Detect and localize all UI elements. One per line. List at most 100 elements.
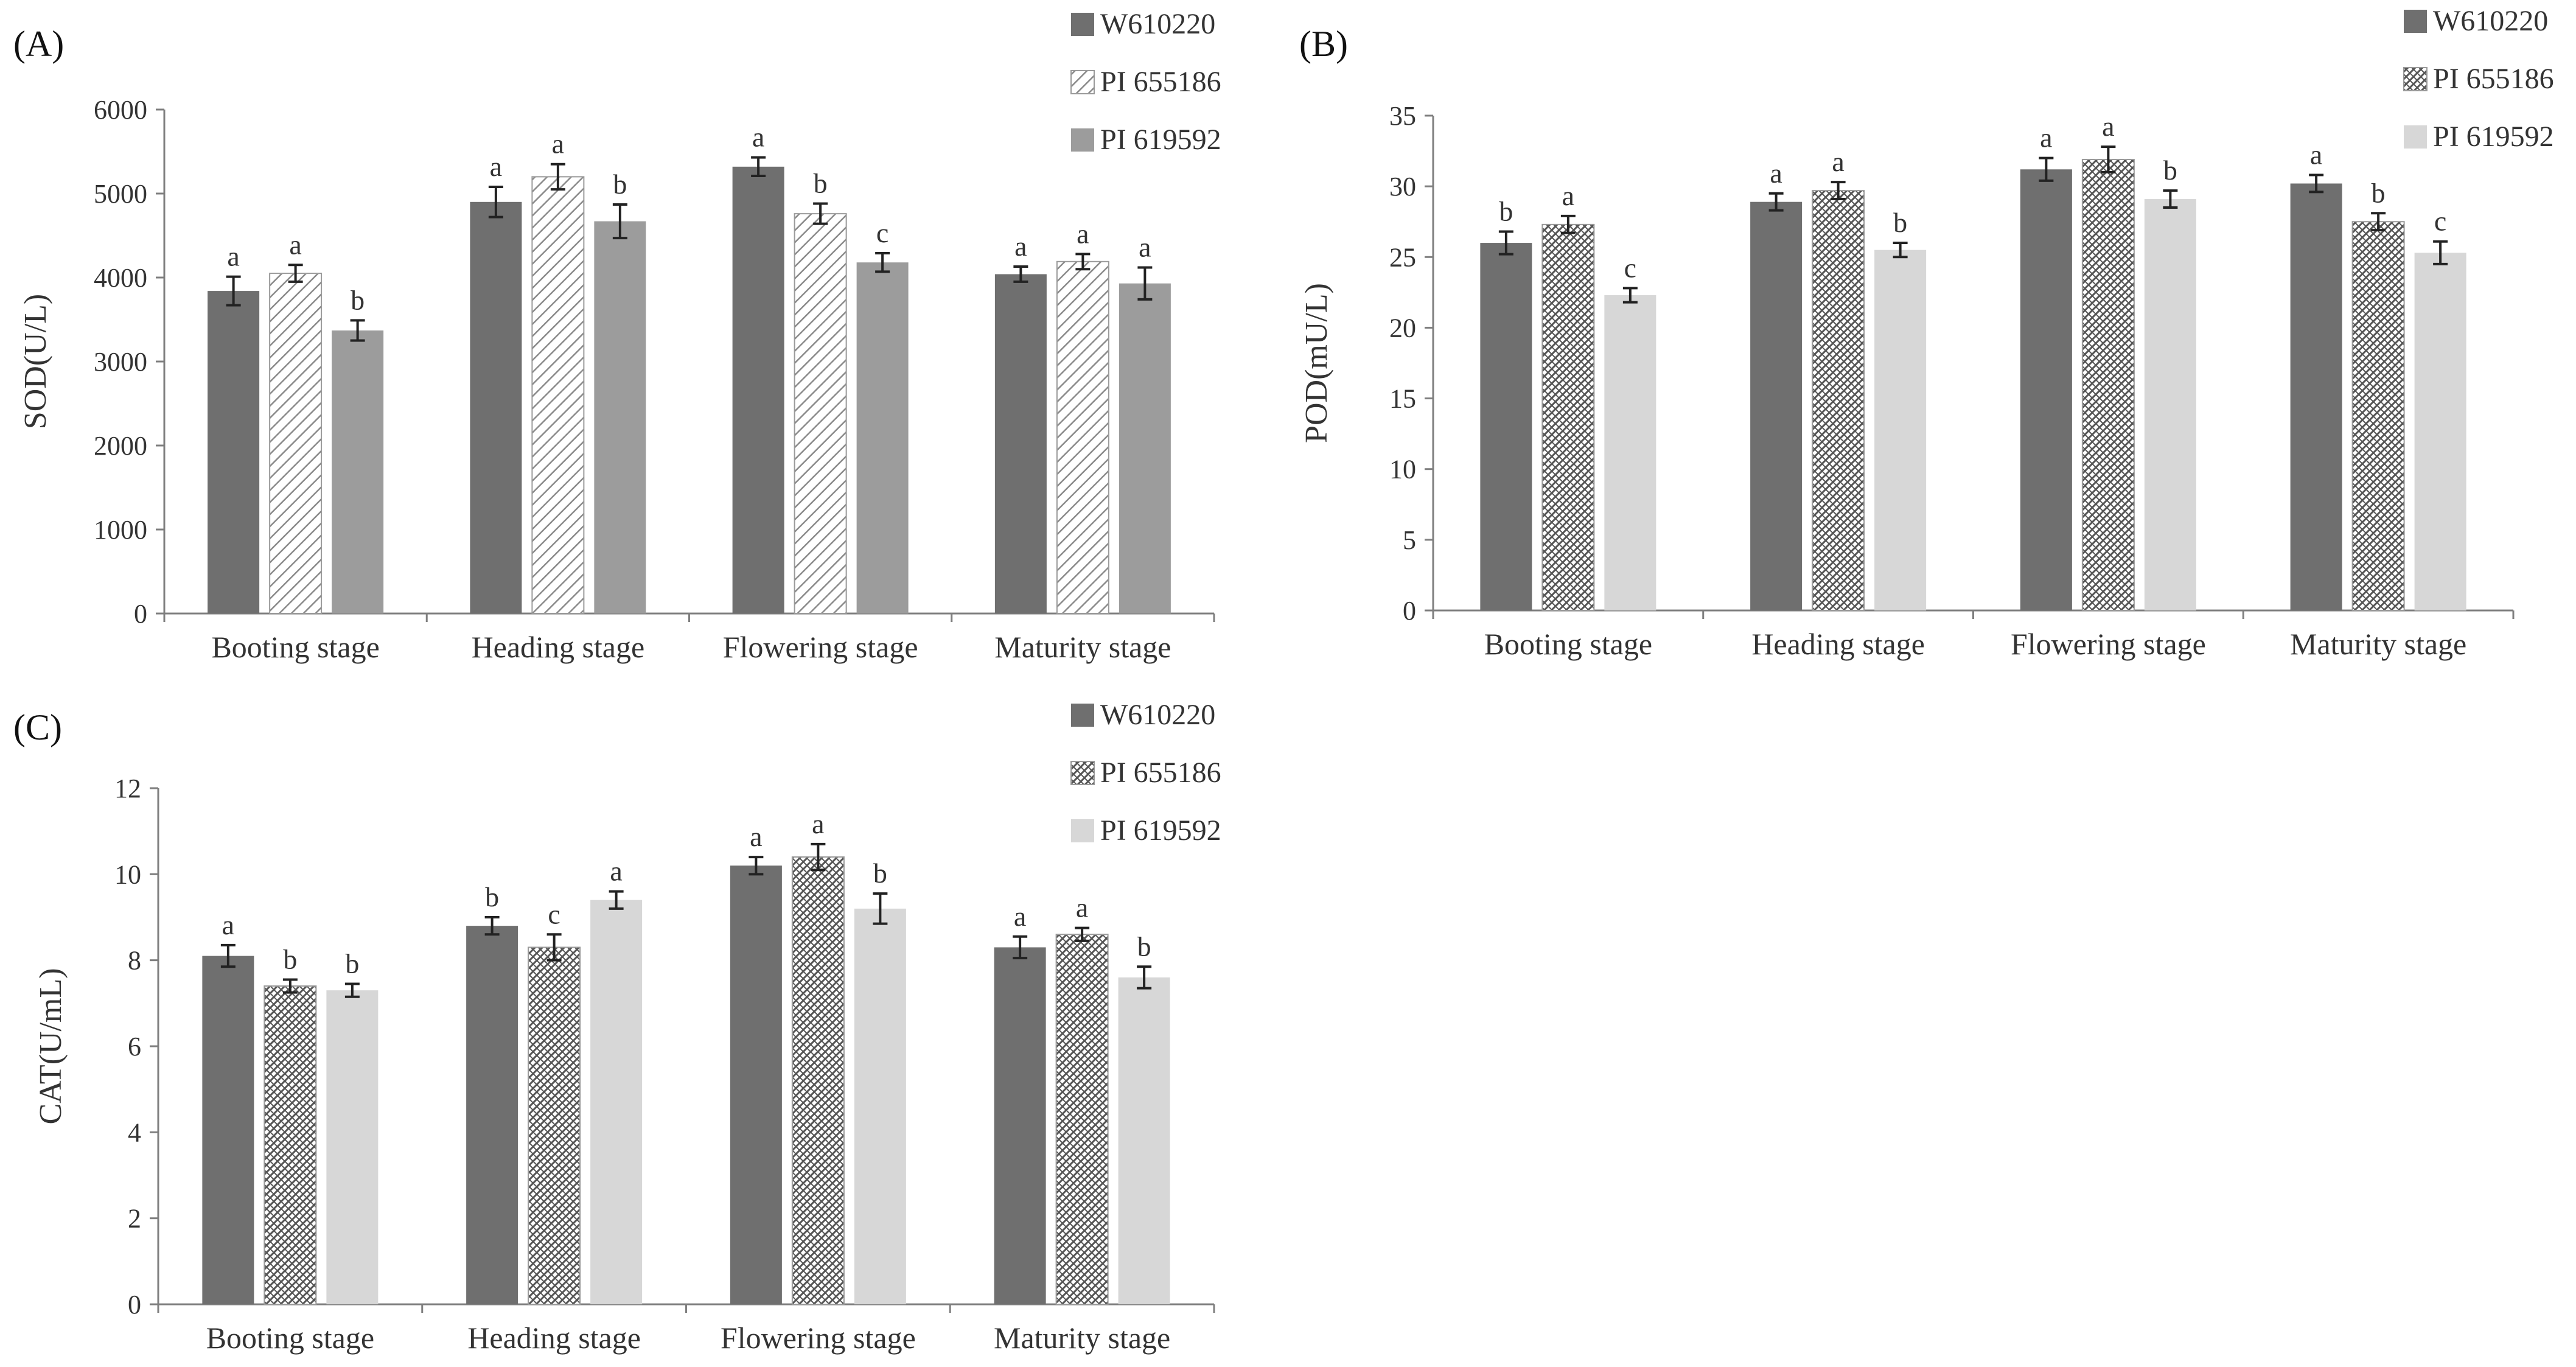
significance-letter: a bbox=[812, 808, 824, 839]
y-tick-label: 2000 bbox=[94, 431, 147, 461]
error-bar bbox=[1498, 230, 1513, 256]
bar-pi-655186 bbox=[794, 213, 847, 614]
bar-w610220 bbox=[994, 274, 1047, 614]
significance-letter: b bbox=[351, 284, 365, 315]
y-tick-label: 5 bbox=[1403, 525, 1416, 555]
legend-swatch bbox=[2404, 125, 2427, 149]
significance-letter: a bbox=[1014, 901, 1026, 932]
x-category-label: Booting stage bbox=[211, 630, 379, 664]
significance-letter: b bbox=[1893, 207, 1907, 238]
significance-letter: b bbox=[873, 858, 887, 889]
error-bar bbox=[612, 203, 627, 240]
legend-swatch bbox=[1071, 704, 1094, 727]
legend-label: W610220 bbox=[2433, 5, 2548, 37]
significance-letter: c bbox=[548, 898, 560, 929]
bar-pi-655186 bbox=[531, 176, 585, 614]
chart-panel-c: (C) CAT(U/mL) 0 2 4 6 8 10 12 Booting stage a b b Hea… bbox=[13, 699, 1221, 1355]
bar-pi-619592 bbox=[1604, 295, 1656, 610]
significance-letter: b bbox=[2372, 177, 2386, 208]
error-bar bbox=[2163, 189, 2178, 209]
significance-letter: b bbox=[2163, 155, 2177, 186]
panel-label: (B) bbox=[1299, 24, 1348, 64]
y-tick-label: 8 bbox=[128, 946, 141, 976]
bar-pi-655186 bbox=[264, 985, 317, 1305]
error-bar bbox=[546, 933, 562, 962]
bar-pi-655186 bbox=[1055, 934, 1109, 1306]
error-bar bbox=[1013, 935, 1028, 960]
error-bar bbox=[1013, 265, 1028, 283]
significance-letter: b bbox=[814, 168, 828, 199]
y-tick-label: 10 bbox=[1389, 455, 1416, 484]
legend-label: PI 655186 bbox=[1100, 66, 1221, 98]
error-bar bbox=[2101, 145, 2116, 173]
bar-w610220 bbox=[730, 865, 782, 1304]
error-bar bbox=[1137, 266, 1153, 301]
legend-label: PI 655186 bbox=[2433, 63, 2554, 95]
error-bar bbox=[2309, 173, 2324, 194]
legend-label: PI 619592 bbox=[1100, 124, 1221, 156]
bar-w610220 bbox=[202, 956, 254, 1304]
significance-letter: a bbox=[2040, 122, 2052, 153]
significance-letter: a bbox=[552, 128, 564, 159]
y-axis-title: SOD(U/L) bbox=[18, 294, 53, 429]
x-category-label: Heading stage bbox=[472, 630, 645, 664]
bar-pi-619592 bbox=[590, 900, 643, 1304]
bar-w610220 bbox=[208, 291, 260, 614]
significance-letter: b bbox=[485, 881, 499, 912]
bar-pi-619592 bbox=[854, 908, 906, 1304]
error-bar bbox=[1831, 181, 1846, 201]
significance-letter: a bbox=[1562, 180, 1574, 211]
bar-pi-655186 bbox=[2081, 159, 2135, 612]
legend-swatch bbox=[1070, 761, 1095, 785]
error-bar bbox=[1075, 253, 1091, 271]
y-tick-label: 6 bbox=[128, 1032, 141, 1061]
bar-pi-655186 bbox=[791, 856, 845, 1305]
x-category-label: Booting stage bbox=[206, 1321, 374, 1355]
significance-letter: a bbox=[2310, 139, 2322, 170]
error-bar bbox=[875, 251, 890, 273]
significance-letter: a bbox=[227, 241, 239, 272]
significance-letter: a bbox=[1014, 231, 1027, 262]
legend-swatch bbox=[2404, 10, 2427, 33]
error-bar bbox=[344, 982, 360, 998]
legend-swatch bbox=[1071, 819, 1094, 842]
x-category-label: Flowering stage bbox=[723, 630, 918, 664]
legend-label: W610220 bbox=[1100, 8, 1215, 40]
error-bar bbox=[350, 319, 365, 342]
x-category-label: Flowering stage bbox=[2011, 627, 2206, 661]
y-tick-label: 12 bbox=[114, 774, 141, 803]
error-bar bbox=[813, 202, 828, 225]
panel-label: (C) bbox=[13, 707, 62, 747]
significance-letter: a bbox=[1077, 218, 1089, 249]
error-bar bbox=[488, 185, 503, 219]
bar-pi-655186 bbox=[2351, 221, 2405, 611]
legend-label: PI 619592 bbox=[2433, 121, 2554, 153]
legend: W610220 PI 655186 PI 619592 bbox=[2403, 5, 2554, 153]
bar-w610220 bbox=[470, 201, 522, 614]
bar-pi-619592 bbox=[332, 330, 384, 614]
error-bar bbox=[2371, 212, 2386, 232]
error-bar bbox=[1075, 926, 1090, 942]
bar-w610220 bbox=[2290, 183, 2342, 610]
x-category-label: Booting stage bbox=[1484, 627, 1652, 661]
significance-letter: a bbox=[1832, 146, 1844, 177]
significance-letter: b bbox=[613, 169, 627, 200]
significance-letter: a bbox=[222, 909, 234, 940]
x-category-label: Maturity stage bbox=[994, 1321, 1170, 1355]
y-tick-label: 4 bbox=[128, 1117, 141, 1147]
panel-label: (A) bbox=[13, 24, 64, 64]
error-bar bbox=[288, 264, 303, 283]
bar-pi-619592 bbox=[1118, 977, 1170, 1304]
significance-letter: c bbox=[2434, 206, 2446, 237]
error-bar bbox=[2433, 240, 2448, 265]
bar-pi-655186 bbox=[1812, 190, 1865, 611]
y-tick-label: 20 bbox=[1389, 313, 1416, 343]
y-tick-label: 3000 bbox=[94, 347, 147, 377]
bar-pi-619592 bbox=[594, 221, 646, 614]
bar-pi-619592 bbox=[856, 262, 909, 614]
y-tick-label: 4000 bbox=[94, 263, 147, 293]
y-tick-label: 2 bbox=[128, 1204, 141, 1234]
y-tick-label: 30 bbox=[1389, 172, 1416, 201]
error-bar bbox=[1768, 192, 1784, 212]
